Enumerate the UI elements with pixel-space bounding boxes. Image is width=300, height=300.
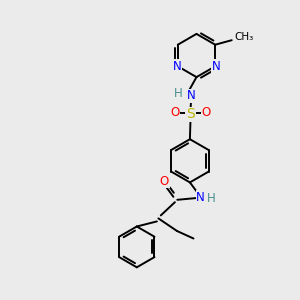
Text: O: O	[202, 106, 211, 119]
Text: N: N	[196, 191, 205, 204]
Text: O: O	[170, 106, 179, 119]
Text: O: O	[160, 175, 169, 188]
Text: H: H	[206, 192, 215, 206]
Text: N: N	[212, 60, 220, 73]
Text: S: S	[186, 107, 195, 121]
Text: CH₃: CH₃	[234, 32, 254, 42]
Text: N: N	[187, 89, 196, 102]
Text: H: H	[174, 87, 183, 100]
Text: N: N	[173, 60, 182, 73]
